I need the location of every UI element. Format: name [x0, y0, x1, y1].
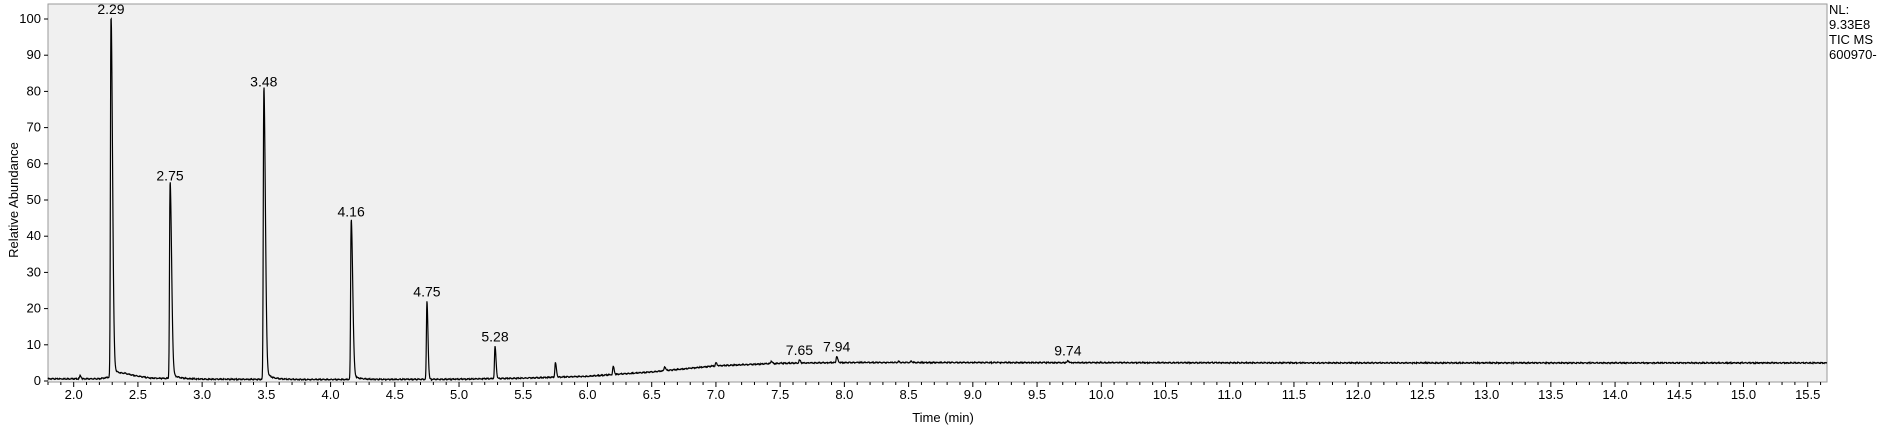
x-tick-label: 13.0	[1474, 387, 1499, 402]
x-tick-label: 4.0	[322, 387, 340, 402]
peak-label: 7.65	[786, 342, 813, 358]
y-tick-label: 30	[27, 264, 41, 279]
peak-label: 5.28	[481, 329, 508, 345]
peak-label: 4.75	[413, 283, 440, 299]
y-axis-title: Relative Abundance	[6, 142, 21, 258]
y-tick-label: 90	[27, 47, 41, 62]
x-tick-label: 15.5	[1795, 387, 1820, 402]
peak-labels: 2.29 2.75 3.48 4.16 4.75 5.28 7.65 7.94 9.74	[97, 1, 1081, 359]
peak-label: 7.94	[823, 338, 850, 354]
x-tick-label: 8.5	[900, 387, 918, 402]
info-line: 9.33E8	[1829, 17, 1870, 32]
y-tick-label: 60	[27, 156, 41, 171]
peak-label: 3.48	[250, 73, 277, 89]
info-line: 600970-	[1829, 47, 1877, 62]
x-tick-label: 14.5	[1667, 387, 1692, 402]
x-tick-label: 15.0	[1731, 387, 1756, 402]
y-tick-label: 100	[19, 11, 41, 26]
peak-label: 4.16	[338, 204, 365, 220]
y-tick-label: 80	[27, 83, 41, 98]
info-line: TIC MS	[1829, 32, 1873, 47]
x-tick-label: 5.5	[514, 387, 532, 402]
peak-label: 2.75	[156, 168, 183, 184]
x-tick-label: 4.5	[386, 387, 404, 402]
x-tick-label: 6.5	[643, 387, 661, 402]
x-tick-label: 9.5	[1028, 387, 1046, 402]
x-tick-label: 13.5	[1538, 387, 1563, 402]
x-tick-label: 3.0	[193, 387, 211, 402]
x-tick-label: 2.0	[65, 387, 83, 402]
x-tick-label: 14.0	[1602, 387, 1627, 402]
x-tick-label: 10.0	[1089, 387, 1114, 402]
peak-label: 9.74	[1054, 343, 1081, 359]
x-tick-label: 9.0	[964, 387, 982, 402]
peak-label: 2.29	[97, 1, 124, 17]
x-axis-title: Time (min)	[912, 410, 974, 425]
x-tick-label: 11.5	[1282, 387, 1306, 402]
y-axis: 0 10 20 30 40 50 60 70 80 90 100	[19, 11, 48, 388]
x-tick-label: 12.0	[1346, 387, 1371, 402]
y-tick-label: 0	[34, 373, 41, 388]
y-tick-label: 50	[27, 192, 41, 207]
x-tick-label: 2.5	[129, 387, 147, 402]
x-tick-label: 10.5	[1153, 387, 1178, 402]
x-tick-label: 8.0	[835, 387, 853, 402]
x-tick-label: 7.5	[771, 387, 789, 402]
x-tick-label: 5.0	[450, 387, 468, 402]
y-tick-label: 70	[27, 120, 41, 135]
chromatogram-trace	[47, 17, 1828, 382]
x-tick-label: 12.5	[1410, 387, 1435, 402]
x-tick-label: 3.5	[257, 387, 275, 402]
x-tick-label: 11.0	[1218, 387, 1242, 402]
y-tick-label: 20	[27, 301, 41, 316]
y-tick-label: 10	[27, 337, 41, 352]
x-tick-label: 6.0	[578, 387, 596, 402]
info-line: NL:	[1829, 2, 1849, 17]
x-tick-label: 7.0	[707, 387, 725, 402]
y-tick-label: 40	[27, 228, 41, 243]
x-axis: 2.0 2.5 3.0 3.5 4.0 4.5 5.0 5.5 6.0 6.5 7.0 7.5 8.0 8…	[47, 382, 1822, 402]
plot-area	[47, 3, 1828, 383]
